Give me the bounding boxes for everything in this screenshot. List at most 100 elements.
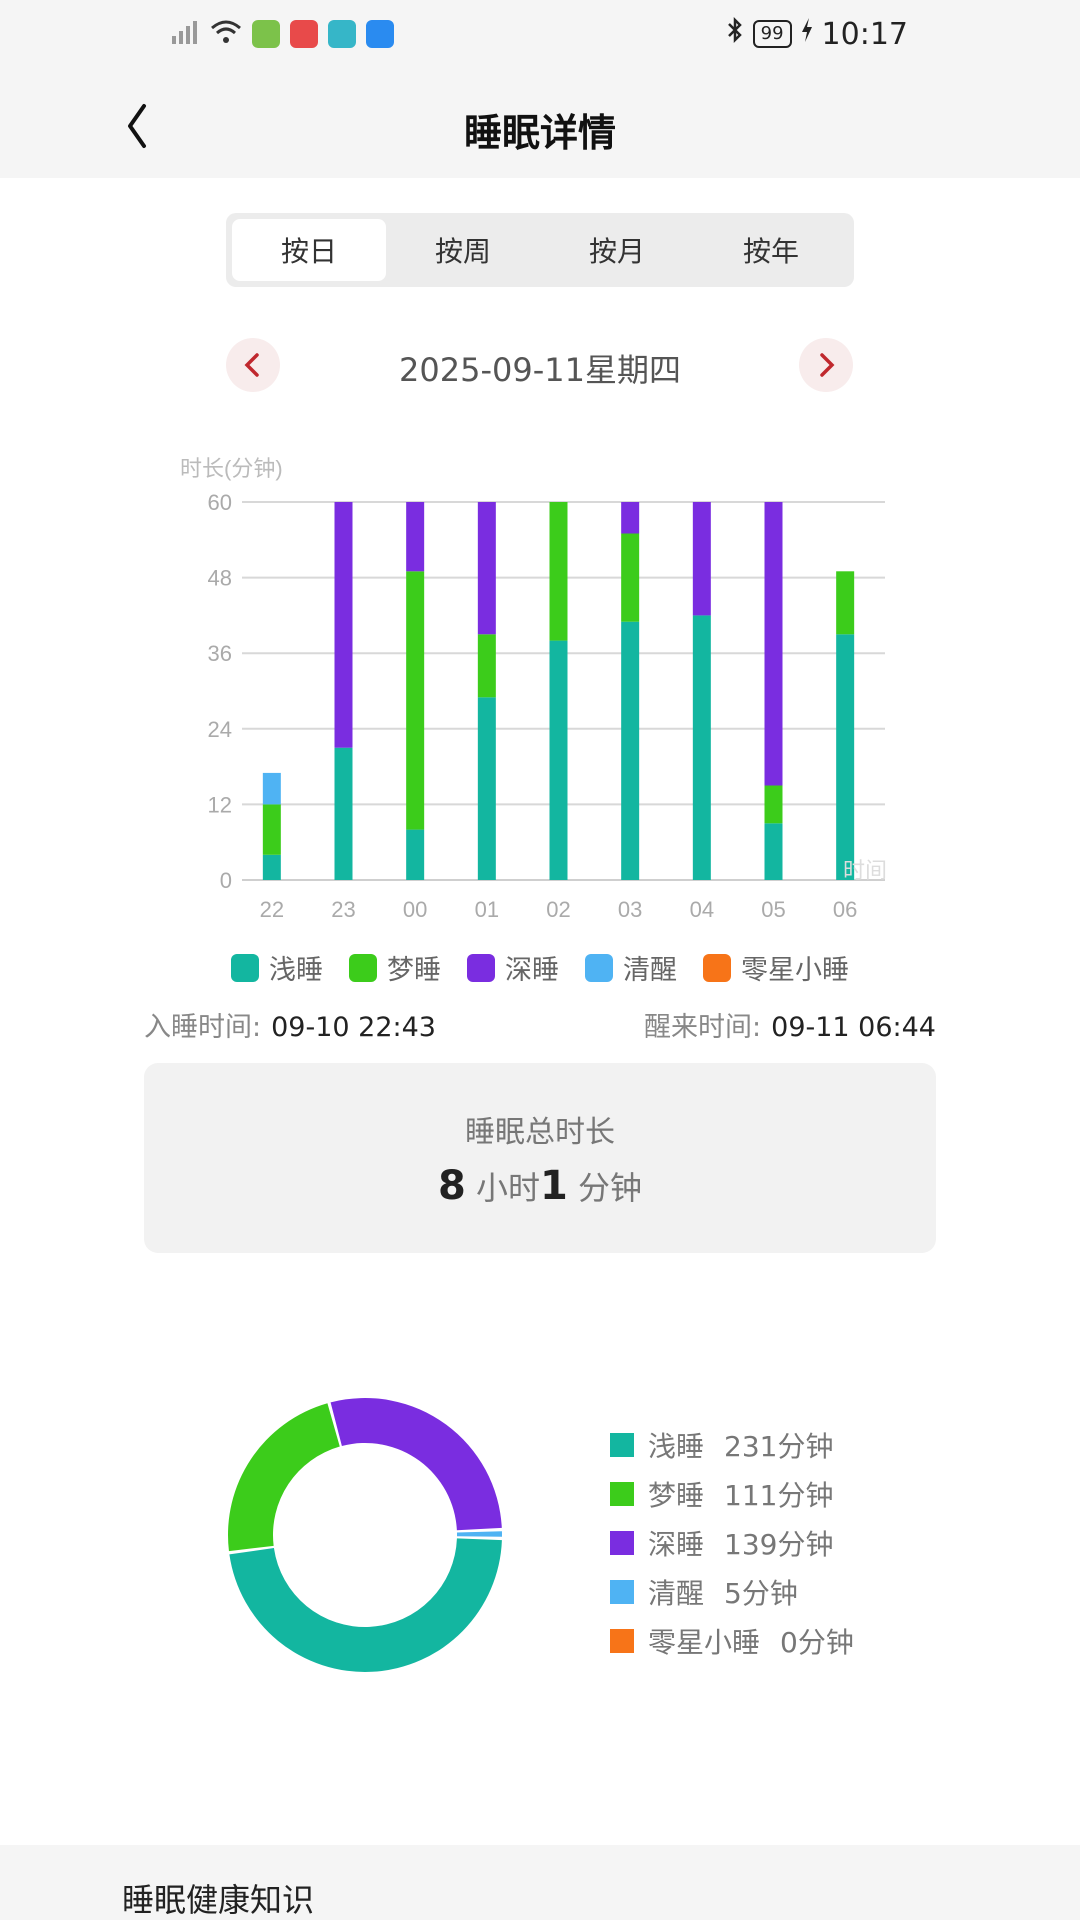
y-tick-label: 0 bbox=[220, 868, 232, 893]
bar-segment bbox=[262, 804, 281, 855]
x-tick-label: 01 bbox=[475, 897, 499, 922]
legend-label: 零星小睡 bbox=[741, 955, 849, 986]
status-bar: 99 10:17 bbox=[0, 0, 1080, 72]
bar-segment bbox=[764, 823, 783, 880]
donut-legend-item: 零星小睡 0分钟 bbox=[610, 1616, 854, 1665]
signal-icon bbox=[170, 18, 200, 50]
x-tick-label: 03 bbox=[618, 897, 642, 922]
donut-legend-value: 111分钟 bbox=[724, 1478, 834, 1512]
legend-label: 深睡 bbox=[505, 955, 559, 986]
x-tick-label: 23 bbox=[331, 897, 355, 922]
donut-legend-item: 清醒 5分钟 bbox=[610, 1567, 854, 1616]
donut-legend-item: 浅睡 231分钟 bbox=[610, 1420, 854, 1469]
chart-legend: 浅睡 梦睡 深睡 清醒 零星小睡 bbox=[0, 948, 1080, 987]
donut-legend-label: 零星小睡 bbox=[648, 1625, 761, 1659]
legend-item-deep: 深睡 bbox=[467, 948, 559, 987]
donut-legend-label: 梦睡 bbox=[648, 1478, 705, 1512]
total-sleep-value: 8 小时1 分钟 bbox=[144, 1163, 936, 1209]
donut-legend-item: 深睡 139分钟 bbox=[610, 1518, 854, 1567]
y-tick-label: 24 bbox=[208, 717, 232, 742]
sleep-time-label: 入睡时间: bbox=[144, 1012, 262, 1043]
bar-segment bbox=[692, 502, 711, 616]
page-title: 睡眠详情 bbox=[463, 111, 616, 155]
total-hours: 8 bbox=[437, 1163, 466, 1209]
legend-swatch bbox=[349, 953, 377, 982]
donut-legend-value: 0分钟 bbox=[780, 1625, 854, 1659]
bar-segment bbox=[764, 785, 783, 824]
status-icons-right: 99 10:17 bbox=[725, 16, 908, 52]
minutes-unit: 分钟 bbox=[578, 1169, 643, 1207]
donut-legend-label: 深睡 bbox=[648, 1527, 705, 1561]
bar-segment bbox=[406, 502, 425, 572]
tab-month[interactable]: 按月 bbox=[588, 235, 645, 268]
x-tick-label: 04 bbox=[690, 897, 714, 922]
bar-segment bbox=[262, 854, 281, 880]
bar-segment bbox=[549, 502, 568, 641]
charging-icon bbox=[800, 16, 814, 52]
tab-week[interactable]: 按周 bbox=[434, 235, 491, 268]
bar-segment bbox=[836, 634, 855, 880]
donut-legend-value: 139分钟 bbox=[724, 1527, 834, 1561]
legend-item-dream: 梦睡 bbox=[349, 948, 441, 987]
bar-segment bbox=[334, 502, 353, 748]
donut-legend-value: 231分钟 bbox=[724, 1429, 834, 1463]
legend-swatch bbox=[610, 1530, 634, 1555]
sleep-bar-chart: 时长(分钟) 0 12 24 36 48 60 22 23 00 01 02 03 04 05 06 时间 bbox=[180, 456, 887, 922]
wake-time-value: 09-11 06:44 bbox=[771, 1012, 936, 1043]
search-app-icon bbox=[366, 20, 394, 48]
sleep-time: 入睡时间: 09-10 22:43 bbox=[144, 1005, 436, 1044]
legend-swatch bbox=[610, 1481, 634, 1506]
legend-item-nap: 零星小睡 bbox=[703, 948, 849, 987]
legend-swatch bbox=[610, 1628, 634, 1653]
legend-swatch bbox=[231, 953, 259, 982]
tab-day[interactable]: 按日 bbox=[232, 219, 386, 281]
bar-segment bbox=[406, 829, 425, 880]
y-tick-label: 60 bbox=[208, 490, 232, 515]
donut-legend-value: 5分钟 bbox=[724, 1576, 798, 1610]
section-title: 睡眠健康知识 bbox=[122, 1881, 315, 1919]
chevron-left-icon bbox=[128, 104, 146, 148]
legend-label: 清醒 bbox=[623, 955, 677, 986]
x-axis-label: 时间 bbox=[843, 858, 887, 883]
legend-swatch bbox=[703, 953, 731, 982]
bar-segment bbox=[692, 615, 711, 880]
back-button[interactable] bbox=[122, 96, 182, 156]
bar-segment bbox=[334, 747, 353, 880]
legend-item-awake: 清醒 bbox=[585, 948, 677, 987]
bar-segment bbox=[477, 502, 496, 635]
donut-legend-label: 清醒 bbox=[648, 1576, 705, 1610]
wake-time: 醒来时间: 09-11 06:44 bbox=[644, 1005, 936, 1044]
legend-item-light: 浅睡 bbox=[231, 948, 323, 987]
y-tick-label: 48 bbox=[208, 566, 232, 591]
legend-swatch bbox=[467, 953, 495, 982]
bar-segment bbox=[262, 772, 281, 805]
clock: 10:17 bbox=[821, 16, 908, 52]
y-tick-label: 12 bbox=[208, 792, 232, 817]
bluetooth-icon bbox=[725, 16, 745, 52]
bar-segment bbox=[477, 634, 496, 698]
bar-segment bbox=[836, 571, 855, 635]
next-date-button[interactable] bbox=[799, 338, 853, 392]
prev-date-button[interactable] bbox=[226, 338, 280, 392]
y-axis-label: 时长(分钟) bbox=[180, 456, 283, 481]
app-header: 睡眠详情 bbox=[0, 72, 1080, 178]
donut-legend-item: 梦睡 111分钟 bbox=[610, 1469, 854, 1518]
legend-swatch bbox=[610, 1432, 634, 1457]
legend-swatch bbox=[610, 1579, 634, 1604]
chevron-right-icon bbox=[820, 353, 835, 377]
donut-legend-label: 浅睡 bbox=[648, 1429, 705, 1463]
total-sleep-label: 睡眠总时长 bbox=[465, 1115, 615, 1150]
total-minutes: 1 bbox=[540, 1163, 568, 1209]
x-tick-label: 02 bbox=[546, 897, 570, 922]
donut-slice bbox=[330, 1398, 502, 1531]
bar-segment bbox=[764, 502, 783, 786]
bar-segment bbox=[621, 621, 640, 880]
bar-segment bbox=[621, 502, 640, 534]
legend-swatch bbox=[585, 953, 613, 982]
y-tick-label: 36 bbox=[208, 641, 232, 666]
hours-unit: 小时 bbox=[475, 1169, 540, 1207]
tab-year[interactable]: 按年 bbox=[742, 235, 799, 268]
wifi-icon bbox=[210, 18, 242, 50]
knowledge-section: 睡眠健康知识 bbox=[0, 1845, 1080, 1920]
x-tick-label: 06 bbox=[833, 897, 857, 922]
